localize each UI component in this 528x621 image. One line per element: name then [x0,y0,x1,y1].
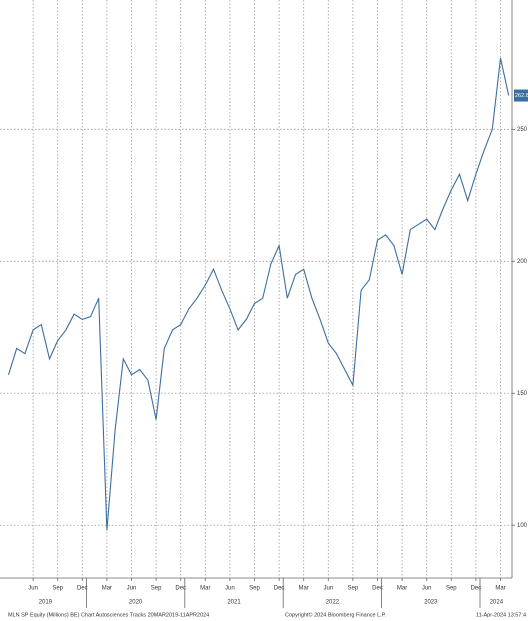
year-label: 2019 [39,600,53,606]
x-tick-label: Dec [175,586,186,592]
x-tick-label: Dec [77,586,88,592]
x-tick-label: Jun [422,586,432,592]
last-value-box [514,89,528,102]
footer-center: Copyright© 2024 Bloomberg Finance L.P. [285,611,387,618]
year-label: 2023 [424,600,438,606]
x-tick-label: Sep [249,586,260,592]
x-tick-label: Dec [274,586,285,592]
x-tick-label: Mar [397,586,407,592]
y-tick-label: 200 [517,259,528,265]
price-line [7,57,510,531]
footer-left: MLN SP Equity (Millions) BE) Chart Autos… [8,612,209,618]
x-tick-label: Sep [446,586,457,592]
last-value-label: 262.8 [515,93,528,99]
year-label: 2020 [129,600,143,606]
y-tick-label: 150 [517,391,528,397]
x-tick-label: Jun [28,586,38,592]
x-tick-label: Mar [299,586,309,592]
y-tick-label: 100 [517,523,528,529]
x-tick-label: Jun [127,586,137,592]
x-tick-label: Sep [151,586,162,592]
footer-right: 11-Apr-2024 13:57:4 [476,612,526,618]
x-tick-label: Sep [52,586,63,592]
x-tick-label: Dec [471,586,482,592]
x-tick-label: Dec [372,586,383,592]
x-tick-label: Jun [323,586,333,592]
x-tick-label: Sep [348,586,359,592]
x-tick-label: Mar [102,586,112,592]
year-label: 2021 [227,600,241,606]
year-label: 2022 [326,600,340,606]
x-tick-label: Mar [200,586,210,592]
x-tick-label: Mar [495,586,505,592]
x-tick-label: Jun [225,586,235,592]
year-label: 2024 [490,600,504,606]
y-tick-label: 250 [517,127,528,133]
